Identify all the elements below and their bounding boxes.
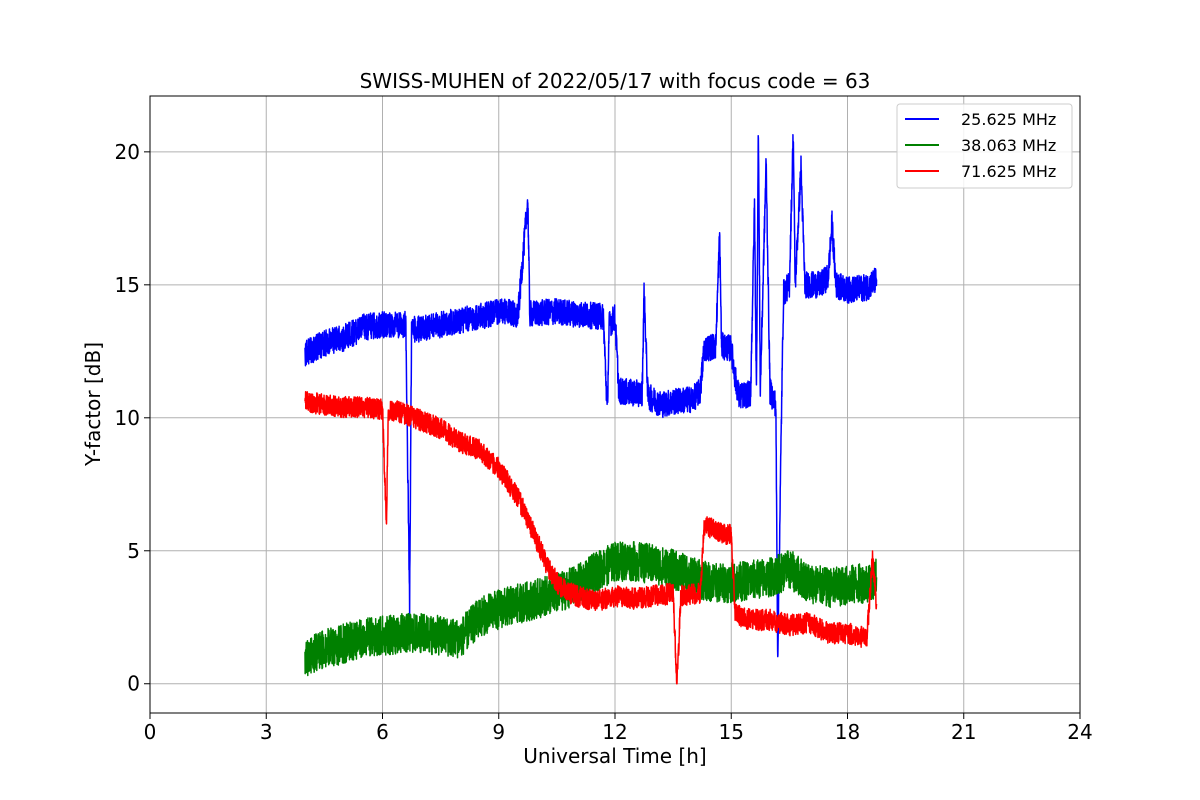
legend-label: 25.625 MHz <box>961 110 1056 129</box>
series-line <box>304 390 878 685</box>
y-axis-label: Y-factor [dB] <box>81 342 105 467</box>
ticks: 0 3 6 9 12 15 18 21 24 0 5 10 15 20 <box>115 140 1093 744</box>
x-tick-label: 21 <box>951 720 976 744</box>
series-line <box>304 133 878 658</box>
y-tick-label: 5 <box>127 539 140 563</box>
x-axis-label: Universal Time [h] <box>523 744 706 768</box>
plot-lines <box>304 133 878 685</box>
x-tick-label: 0 <box>144 720 157 744</box>
legend-label: 71.625 MHz <box>961 162 1056 181</box>
x-tick-label: 15 <box>719 720 744 744</box>
chart-title: SWISS-MUHEN of 2022/05/17 with focus cod… <box>360 69 871 93</box>
x-tick-label: 12 <box>602 720 627 744</box>
y-tick-label: 10 <box>115 406 140 430</box>
x-tick-label: 6 <box>376 720 389 744</box>
legend-label: 38.063 MHz <box>961 136 1056 155</box>
y-tick-label: 15 <box>115 273 140 297</box>
x-tick-label: 9 <box>492 720 505 744</box>
x-tick-label: 24 <box>1067 720 1092 744</box>
x-tick-label: 3 <box>260 720 273 744</box>
series-line <box>304 541 878 677</box>
y-tick-label: 0 <box>127 672 140 696</box>
x-tick-label: 18 <box>835 720 860 744</box>
legend: 25.625 MHz 38.063 MHz 71.625 MHz <box>896 103 1073 189</box>
y-tick-label: 20 <box>115 140 140 164</box>
legend-box <box>896 103 1073 189</box>
